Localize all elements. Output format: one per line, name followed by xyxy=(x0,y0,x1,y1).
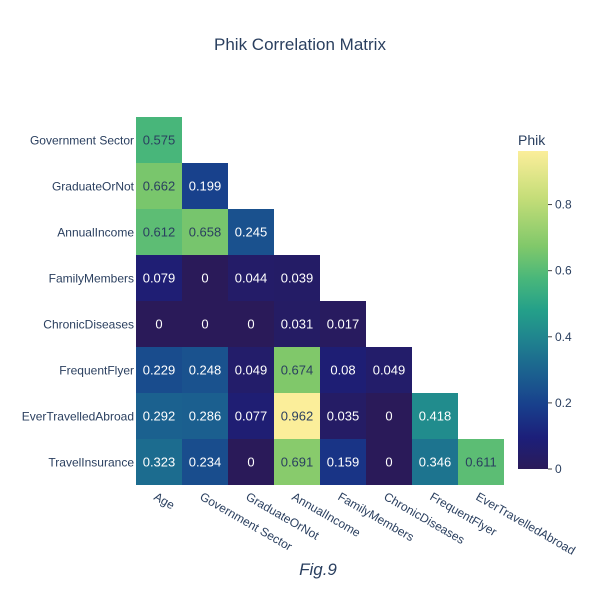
cell-value-label: 0.017 xyxy=(327,317,360,332)
heatmap-cell xyxy=(228,301,274,347)
heatmap-cell xyxy=(366,393,412,439)
colorbar: Phik 0 0.2 0.4 0.6 0.8 xyxy=(518,132,572,476)
cell-value-label: 0.245 xyxy=(235,225,268,240)
heatmap-cell xyxy=(182,163,228,209)
cell-value-label: 0.199 xyxy=(189,179,222,194)
cell-value-label: 0.612 xyxy=(143,225,176,240)
y-axis-tick-labels: Government Sector GraduateOrNot AnnualInco… xyxy=(22,134,135,470)
heatmap-cell xyxy=(320,347,366,393)
cell-value-label: 0.039 xyxy=(281,271,314,286)
heatmap-cell xyxy=(228,347,274,393)
heatmap-cell xyxy=(228,439,274,485)
heatmap-cell xyxy=(366,347,412,393)
x-tick-label: Age xyxy=(152,489,178,512)
heatmap-cell xyxy=(228,255,274,301)
cell-value-label: 0 xyxy=(201,317,208,332)
y-tick-label: EverTravelledAbroad xyxy=(22,410,134,424)
cell-value-label: 0.077 xyxy=(235,409,268,424)
heatmap-cell xyxy=(182,439,228,485)
heatmap-cell xyxy=(136,301,182,347)
colorbar-tick-label: 0.8 xyxy=(555,198,572,212)
heatmap-cell xyxy=(228,209,274,255)
heatmap-cell xyxy=(182,347,228,393)
colorbar-title: Phik xyxy=(518,132,546,148)
heatmap-cell xyxy=(182,255,228,301)
cell-value-label: 0.658 xyxy=(189,225,222,240)
y-tick-label: TravelInsurance xyxy=(48,456,134,470)
cell-value-label: 0.346 xyxy=(419,455,452,470)
cell-value-label: 0.035 xyxy=(327,409,360,424)
heatmap-cell xyxy=(274,347,320,393)
cell-value-label: 0.662 xyxy=(143,179,176,194)
y-tick-label: Government Sector xyxy=(30,134,134,148)
cell-value-label: 0.674 xyxy=(281,363,314,378)
heatmap-cell xyxy=(136,255,182,301)
cell-value-label: 0.418 xyxy=(419,409,452,424)
cell-value-label: 0.611 xyxy=(465,455,497,470)
cell-value-label: 0.08 xyxy=(330,363,355,378)
heatmap-cell xyxy=(136,209,182,255)
heatmap-cell xyxy=(320,439,366,485)
cell-value-label: 0 xyxy=(201,271,208,286)
heatmap-cell xyxy=(136,163,182,209)
y-tick-label: FrequentFlyer xyxy=(59,364,134,378)
heatmap-cell xyxy=(274,301,320,347)
cell-value-label: 0.044 xyxy=(235,271,268,286)
colorbar-tick-label: 0 xyxy=(555,462,562,476)
cell-value-label: 0 xyxy=(247,455,254,470)
cell-value-label: 0.286 xyxy=(189,409,222,424)
heatmap-cell xyxy=(228,393,274,439)
heatmap-cell xyxy=(274,255,320,301)
heatmap-cell xyxy=(274,393,320,439)
heatmap-cell xyxy=(136,439,182,485)
cell-value-label: 0 xyxy=(385,455,392,470)
cell-value-label: 0.691 xyxy=(281,455,314,470)
cell-value-label: 0 xyxy=(385,409,392,424)
heatmap-cells: 0.575 0.662 0.199 0.612 0.658 0.245 0.079 0 0.04… xyxy=(136,117,504,485)
x-axis-tick-labels: Age Government SectorGraduateOrNotAnnualI… xyxy=(152,489,578,557)
cell-value-label: 0.323 xyxy=(143,455,176,470)
cell-value-label: 0.031 xyxy=(281,317,314,332)
cell-value-label: 0.159 xyxy=(327,455,360,470)
cell-value-label: 0.079 xyxy=(143,271,176,286)
colorbar-tick-label: 0.2 xyxy=(555,396,572,410)
heatmap-cell xyxy=(182,209,228,255)
heatmap-cell xyxy=(412,393,458,439)
heatmap-cell xyxy=(320,301,366,347)
cell-value-label: 0.049 xyxy=(373,363,406,378)
y-tick-label: ChronicDiseases xyxy=(43,318,134,332)
heatmap-cell xyxy=(274,439,320,485)
y-tick-label: GraduateOrNot xyxy=(52,180,135,194)
cell-value-label: 0.575 xyxy=(143,133,176,148)
x-tick-label: ChronicDiseases xyxy=(382,489,468,546)
heatmap-cell xyxy=(458,439,504,485)
cell-value-label: 0.234 xyxy=(189,455,222,470)
heatmap-cell xyxy=(366,439,412,485)
cell-value-label: 0.962 xyxy=(281,409,314,424)
colorbar-tick-label: 0.6 xyxy=(555,264,572,278)
cell-value-label: 0.292 xyxy=(143,409,176,424)
colorbar-ticks: 0 0.2 0.4 0.6 0.8 xyxy=(548,198,572,476)
figure-caption: Fig.9 xyxy=(299,560,337,579)
y-tick-label: AnnualIncome xyxy=(57,226,134,240)
heatmap-cell xyxy=(182,301,228,347)
heatmap-cell xyxy=(320,393,366,439)
heatmap-cell xyxy=(182,393,228,439)
heatmap-cell xyxy=(136,347,182,393)
chart-title: Phik Correlation Matrix xyxy=(214,35,386,54)
cell-value-label: 0.229 xyxy=(143,363,176,378)
heatmap-cell xyxy=(136,117,182,163)
colorbar-tick-label: 0.4 xyxy=(555,330,572,344)
cell-value-label: 0.049 xyxy=(235,363,268,378)
cell-value-label: 0.248 xyxy=(189,363,222,378)
cell-value-label: 0 xyxy=(155,317,162,332)
heatmap-cell xyxy=(136,393,182,439)
colorbar-gradient xyxy=(518,151,548,469)
y-tick-label: FamilyMembers xyxy=(49,272,134,286)
heatmap-cell xyxy=(412,439,458,485)
cell-value-label: 0 xyxy=(247,317,254,332)
